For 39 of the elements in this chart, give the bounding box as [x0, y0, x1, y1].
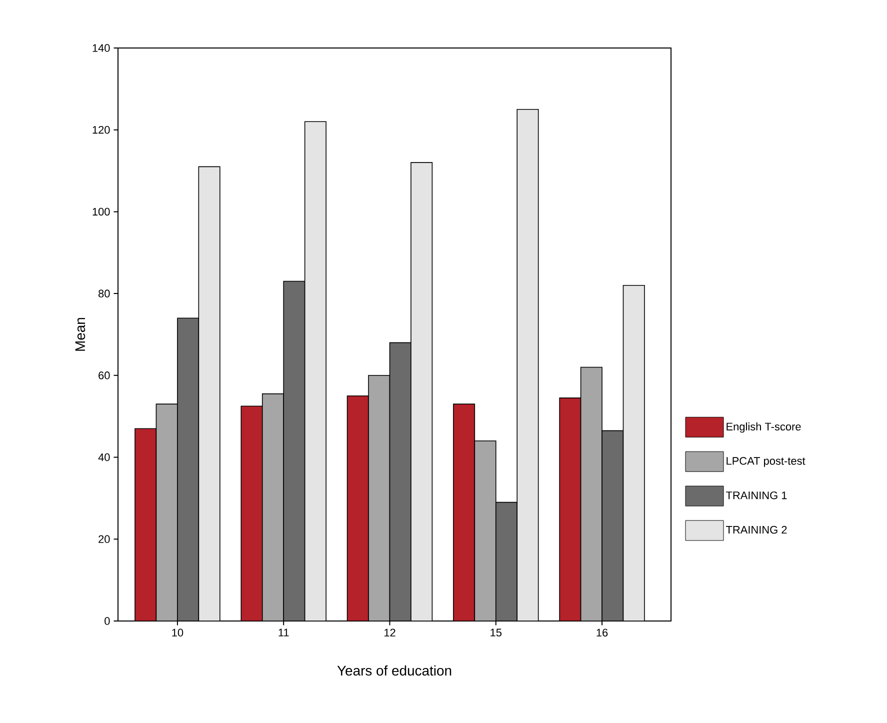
- bar: [496, 502, 518, 621]
- x-tick-label: 10: [172, 628, 184, 637]
- bar: [304, 122, 326, 621]
- bar: [284, 281, 305, 621]
- bar: [177, 318, 199, 621]
- bar: [368, 375, 390, 621]
- bar: [602, 430, 624, 621]
- bar: [134, 428, 156, 621]
- y-tick-label: 80: [98, 290, 110, 298]
- bar: [262, 394, 284, 621]
- bar: [453, 404, 475, 621]
- x-tick-label: 15: [490, 628, 502, 636]
- bar: [390, 342, 411, 621]
- y-axis-title: Mean: [75, 318, 86, 351]
- y-tick-label: 140: [92, 44, 110, 52]
- legend-label: TRAINING 1: [726, 491, 787, 500]
- bar: [156, 404, 178, 621]
- x-tick-label: 16: [596, 628, 608, 637]
- x-tick-label: 12: [384, 628, 396, 636]
- bar: [517, 109, 538, 621]
- bar: [347, 396, 369, 621]
- y-tick-label: 60: [98, 372, 110, 380]
- bar: [559, 398, 582, 621]
- bar: [580, 366, 602, 621]
- legend-label: English T-score: [726, 422, 801, 433]
- bar: [198, 166, 220, 621]
- bar: [474, 440, 496, 621]
- y-tick-label: 20: [98, 535, 110, 544]
- y-tick-label: 40: [98, 453, 110, 462]
- bar: [241, 406, 262, 621]
- bar: [622, 284, 645, 621]
- legend-label: LPCAT post-test: [726, 457, 806, 467]
- x-axis-title: Years of education: [337, 665, 452, 676]
- y-tick-label: 0: [104, 617, 110, 625]
- x-tick-label: 11: [278, 628, 289, 636]
- legend-label: TRAINING 2: [726, 526, 787, 534]
- y-tick-label: 120: [92, 126, 110, 134]
- bar: [410, 162, 432, 621]
- y-tick-label: 100: [92, 208, 110, 216]
